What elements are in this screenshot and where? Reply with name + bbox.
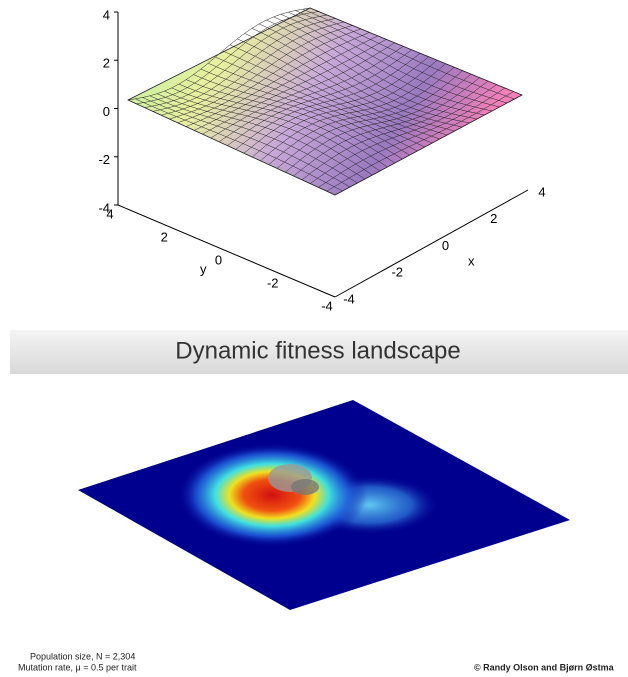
y-tick-label: -2 <box>267 275 279 290</box>
x-tick-label: 2 <box>490 211 497 226</box>
y-tick-label: 0 <box>215 252 222 267</box>
title: Dynamic fitness landscape <box>175 337 460 364</box>
z-tick-label: -2 <box>98 152 110 167</box>
x-tick-label: 4 <box>538 184 545 199</box>
x-label: x <box>468 253 475 268</box>
z-tick-label: 4 <box>103 7 110 22</box>
y-axis <box>118 205 335 297</box>
y-label: y <box>200 261 207 276</box>
credit: © Randy Olson and Bjørn Østma <box>474 662 615 672</box>
fitness-peak <box>177 443 367 547</box>
y-tick-label: 4 <box>106 206 113 221</box>
z-tick-label: 2 <box>103 56 110 71</box>
mutation-rate: Mutation rate, μ = 0.5 per trait <box>18 662 137 672</box>
page: y x 420-2-4420-2-4-4-2024 Dynamic fitnes… <box>0 0 628 677</box>
x-tick-label: -4 <box>343 291 355 306</box>
y-tick-label: -4 <box>321 298 333 313</box>
x-axis <box>335 190 528 297</box>
y-tick-label: 2 <box>161 229 168 244</box>
z-tick-label: 0 <box>103 104 110 119</box>
population-size: Population size, N = 2,304 <box>30 651 135 661</box>
x-tick-label: 0 <box>442 238 449 253</box>
x-tick-label: -2 <box>391 265 403 280</box>
